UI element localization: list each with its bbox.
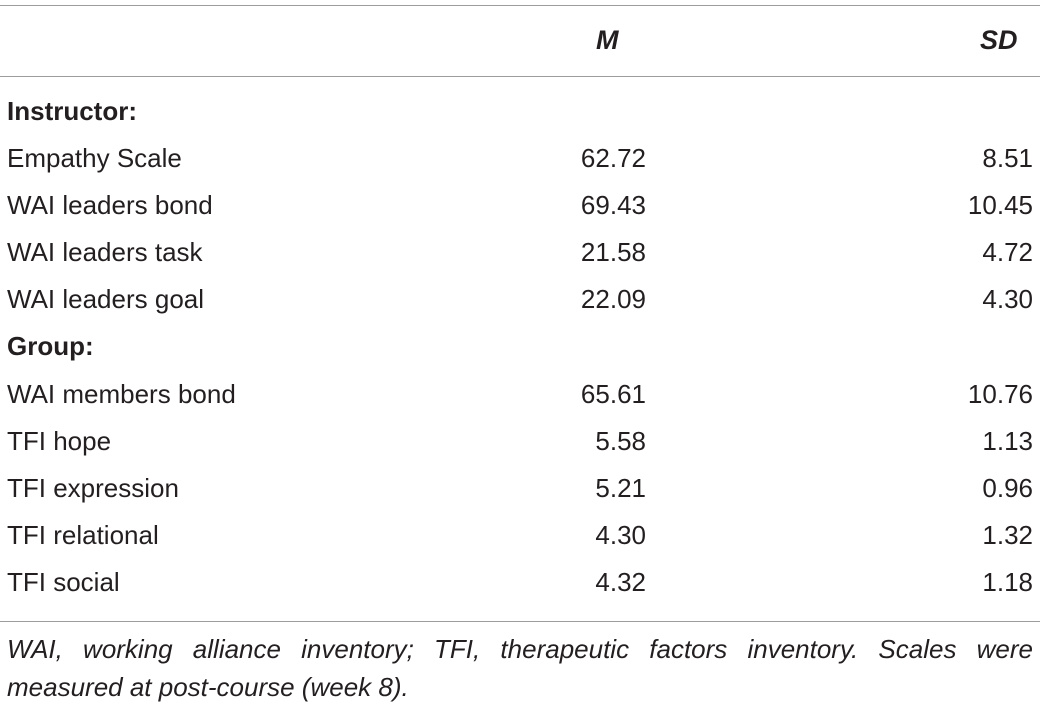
row-mean-value: 22.09 (580, 284, 646, 314)
row-sd-value: 0.96 (982, 473, 1033, 503)
row-sd-value: 1.13 (982, 426, 1033, 456)
row-mean-value: 69.43 (580, 190, 646, 220)
row-mean-value: 5.21 (595, 473, 646, 503)
row-sd-value: 1.32 (982, 520, 1033, 550)
row-label: Empathy Scale (7, 143, 182, 173)
row-label: WAI leaders bond (7, 190, 213, 220)
row-sd-value: 10.76 (967, 379, 1033, 409)
row-label: TFI hope (7, 426, 112, 456)
row-mean-value: 5.58 (595, 426, 646, 456)
row-sd-value: 8.51 (982, 143, 1033, 173)
table-row: TFI relational 4.30 1.32 (0, 512, 1040, 559)
row-mean-value: 65.61 (580, 379, 646, 409)
row-sd-value: 4.72 (982, 237, 1033, 267)
row-sd-value: 4.30 (982, 284, 1033, 314)
column-header-sd: SD (980, 25, 1018, 55)
table-top-rule (0, 5, 1040, 6)
row-label: TFI relational (7, 520, 159, 550)
row-label: WAI leaders task (7, 237, 203, 267)
section-row-group: Group: (0, 323, 1040, 370)
section-row-instructor: Instructor: (0, 88, 1040, 135)
section-label: Group: (7, 331, 94, 361)
table-row: WAI leaders goal 22.09 4.30 (0, 276, 1040, 323)
row-sd-value: 10.45 (967, 190, 1033, 220)
table-row: TFI expression 5.21 0.96 (0, 465, 1040, 512)
row-sd-value: 1.18 (982, 567, 1033, 597)
table-bottom-rule (0, 621, 1040, 622)
row-mean-value: 4.32 (595, 567, 646, 597)
row-label: WAI leaders goal (7, 284, 205, 314)
row-mean-value: 21.58 (580, 237, 646, 267)
table-row: Empathy Scale 62.72 8.51 (0, 135, 1040, 182)
header-rule (0, 76, 1040, 77)
table-row: WAI members bond 65.61 10.76 (0, 371, 1040, 418)
row-label: TFI social (7, 567, 120, 597)
row-label: WAI members bond (7, 379, 236, 409)
table-row: WAI leaders bond 69.43 10.45 (0, 182, 1040, 229)
table-row: WAI leaders task 21.58 4.72 (0, 229, 1040, 276)
table-row: TFI social 4.32 1.18 (0, 559, 1040, 606)
row-label: TFI expression (7, 473, 179, 503)
table-row: TFI hope 5.58 1.13 (0, 418, 1040, 465)
row-mean-value: 62.72 (580, 143, 646, 173)
column-header-m: M (596, 25, 619, 55)
table-footnote: WAI, working alliance inventory; TFI, th… (7, 634, 1033, 702)
row-mean-value: 4.30 (595, 520, 646, 550)
section-label: Instructor: (7, 96, 137, 126)
